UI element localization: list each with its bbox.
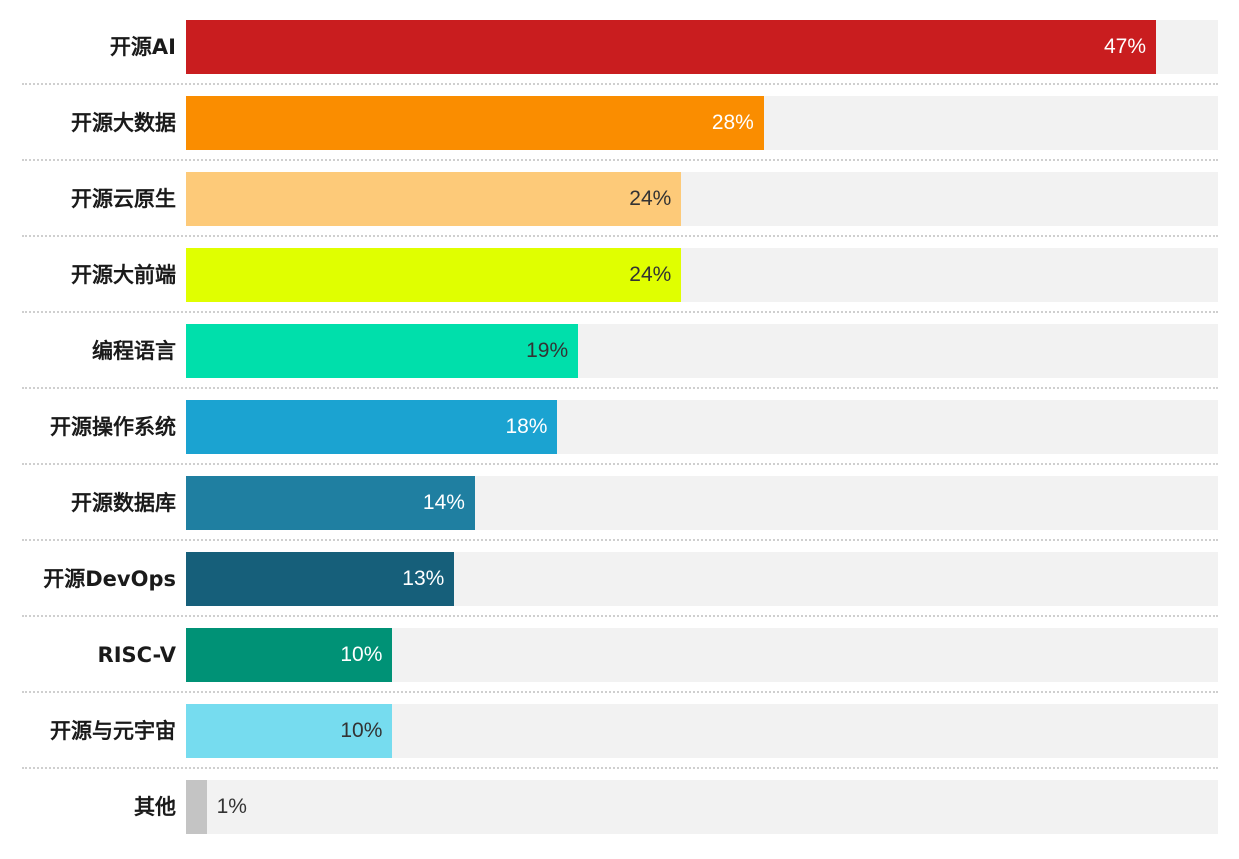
bar-row: 开源AI 47%: [0, 0, 1239, 85]
row-divider: [22, 691, 1218, 693]
bar-row: 开源数据库 14%: [0, 456, 1239, 541]
bar-row: 开源大数据 28%: [0, 76, 1239, 161]
category-label: 开源大数据: [71, 111, 176, 135]
value-label: 18%: [505, 415, 548, 438]
bar-track: [186, 780, 1218, 834]
bar-row: 开源操作系统 18%: [0, 380, 1239, 465]
bar-row: 开源DevOps 13%: [0, 532, 1239, 617]
bar: [186, 780, 207, 834]
bar-track: [186, 172, 1218, 226]
bar-track: [186, 628, 1218, 682]
value-label: 28%: [711, 111, 754, 134]
bar: [186, 172, 682, 226]
bar-track: [186, 476, 1218, 530]
value-label: 24%: [629, 263, 672, 286]
bar-track: [186, 96, 1218, 150]
value-label: 13%: [402, 567, 445, 590]
bar: [186, 400, 558, 454]
bar: [186, 476, 475, 530]
value-label: 10%: [340, 719, 383, 742]
row-divider: [22, 159, 1218, 161]
value-label: 1%: [216, 795, 247, 818]
bar: [186, 324, 579, 378]
category-label: 开源数据库: [71, 491, 176, 515]
bar: [186, 248, 682, 302]
value-label: 19%: [526, 339, 569, 362]
category-label: 开源大前端: [71, 263, 176, 287]
row-divider: [22, 767, 1218, 769]
category-label: 编程语言: [92, 339, 176, 363]
row-divider: [22, 83, 1218, 85]
category-label: 其他: [134, 795, 176, 819]
bar: [186, 96, 764, 150]
category-label: 开源云原生: [71, 187, 176, 211]
bar-row: RISC-V 10%: [0, 608, 1239, 693]
row-divider: [22, 539, 1218, 541]
bar: [186, 628, 393, 682]
value-label: 47%: [1103, 35, 1146, 58]
bar-track: [186, 552, 1218, 606]
bar-row: 其他 1%: [0, 760, 1239, 836]
bar-track: [186, 20, 1218, 74]
row-divider: [22, 615, 1218, 617]
bar: [186, 552, 455, 606]
value-label: 14%: [422, 491, 465, 514]
bar-track: [186, 400, 1218, 454]
bar-row: 开源大前端 24%: [0, 228, 1239, 313]
value-label: 10%: [340, 643, 383, 666]
category-label: 开源操作系统: [50, 415, 176, 439]
row-divider: [22, 463, 1218, 465]
row-divider: [22, 235, 1218, 237]
bar-row: 开源与元宇宙 10%: [0, 684, 1239, 769]
row-divider: [22, 387, 1218, 389]
category-label: 开源DevOps: [43, 567, 176, 591]
bar-track: [186, 324, 1218, 378]
bar-row: 开源云原生 24%: [0, 152, 1239, 237]
bar-track: [186, 704, 1218, 758]
row-divider: [22, 311, 1218, 313]
category-label: RISC-V: [97, 643, 176, 667]
value-label: 24%: [629, 187, 672, 210]
category-label: 开源与元宇宙: [50, 719, 176, 743]
bar: [186, 20, 1156, 74]
category-label: 开源AI: [109, 35, 176, 59]
bar: [186, 704, 393, 758]
bar-row: 编程语言 19%: [0, 304, 1239, 389]
bar-track: [186, 248, 1218, 302]
